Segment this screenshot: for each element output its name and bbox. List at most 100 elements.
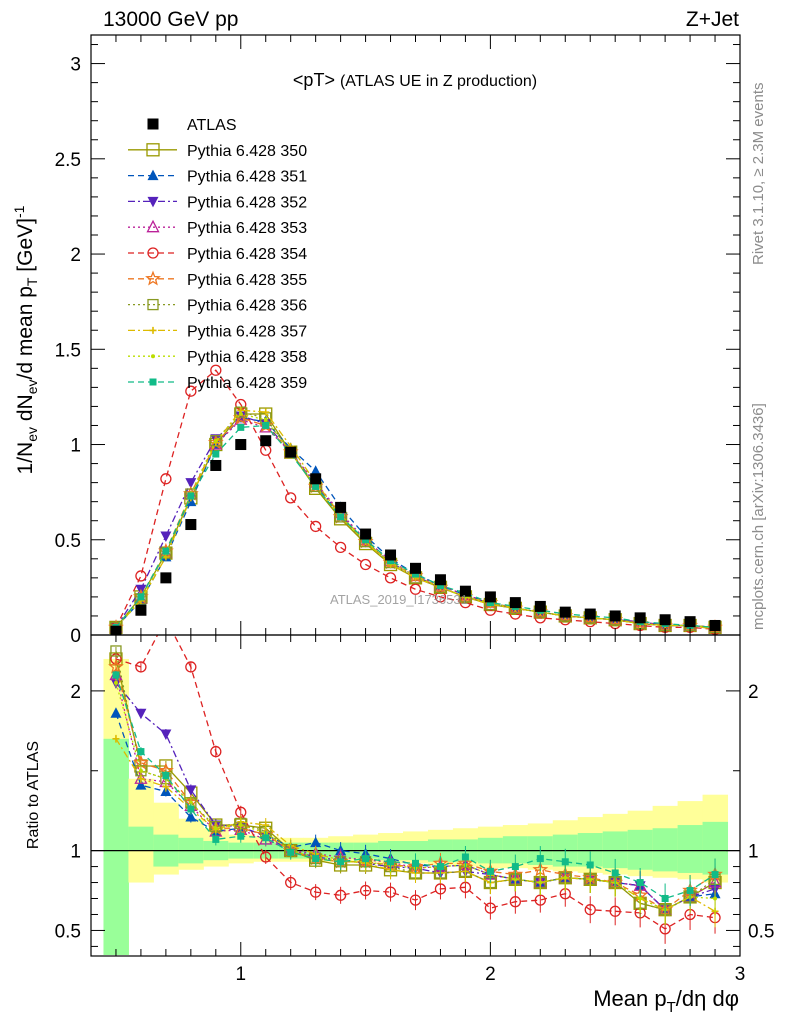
legend-marker <box>147 118 159 130</box>
ratio-point <box>262 834 270 842</box>
data-point <box>709 619 721 631</box>
data-point <box>235 439 247 451</box>
legend-marker <box>147 247 159 259</box>
legend-entry: ATLAS <box>147 117 237 134</box>
legend-entry: Pythia 6.428 353 <box>128 219 307 237</box>
data-point <box>634 612 646 624</box>
x-tick-label: 1 <box>235 964 246 985</box>
main-title-main: <pT> <box>293 70 335 90</box>
data-point <box>312 482 320 490</box>
ratio-point <box>563 875 568 880</box>
ratio-point <box>511 863 519 871</box>
data-point <box>584 608 596 620</box>
ratio-point <box>534 894 546 906</box>
ratio-point <box>561 858 569 866</box>
ratio-point <box>312 855 320 863</box>
data-point <box>262 421 270 429</box>
ratio-point <box>711 871 719 879</box>
ratio-point <box>135 708 147 720</box>
ratio-point <box>536 855 544 863</box>
data-point <box>459 585 471 597</box>
legend-label: Pythia 6.428 358 <box>187 349 307 366</box>
data-point <box>237 423 245 431</box>
y-tick-label: 2 <box>70 245 81 266</box>
ratio-ylabel: Ratio to ATLAS <box>25 741 42 849</box>
legend-entry: Pythia 6.428 352 <box>128 194 307 211</box>
y-tick-label: 1 <box>70 436 81 457</box>
data-point <box>659 614 671 626</box>
ratio-point <box>636 879 644 887</box>
ratio-point <box>185 661 197 673</box>
ratio-point <box>137 748 145 756</box>
data-point <box>310 465 322 476</box>
legend-label: Pythia 6.428 350 <box>187 143 307 160</box>
ratio-point <box>137 775 145 783</box>
legend: ATLAS Pythia 6.428 350 Pythia 6.428 351 Pyt… <box>128 117 307 392</box>
data-point <box>160 531 172 542</box>
data-point <box>609 610 621 622</box>
ratio-point <box>310 836 322 848</box>
ratio-point <box>638 896 643 901</box>
watermark: ATLAS_2019_I1736531 <box>330 592 468 607</box>
ratio-panel: 0.5 0.5 1 1 2 2 1 2 3 Ratio to ATLAS Mean pT/dη … <box>25 634 774 1016</box>
legend-label: Pythia 6.428 354 <box>187 246 307 263</box>
ratio-series-3 <box>110 678 721 925</box>
y-tick-label: 2.5 <box>55 150 81 171</box>
legend-label: Pythia 6.428 355 <box>187 272 307 289</box>
ratio-point <box>611 869 619 877</box>
data-point <box>160 473 172 485</box>
data-point <box>210 364 222 376</box>
x-tick-label: 2 <box>485 964 496 985</box>
legend-marker <box>146 219 160 233</box>
data-point <box>684 616 696 628</box>
series-line <box>115 369 716 630</box>
ratio-point <box>238 823 243 828</box>
y-tick-label: 1.5 <box>55 340 81 361</box>
legend-entry: Pythia 6.428 356 <box>128 298 307 315</box>
data-point <box>185 478 197 489</box>
legend-label: Pythia 6.428 351 <box>187 169 307 186</box>
ratio-xlabel: Mean pT/dη dφ <box>593 986 739 1016</box>
ratio-series-6 <box>108 658 723 925</box>
data-point <box>486 599 494 607</box>
ratio-point <box>160 729 172 741</box>
ratio-point <box>584 904 596 916</box>
data-point <box>359 558 372 571</box>
legend-marker <box>147 298 159 311</box>
band-inner <box>652 828 679 872</box>
legend-marker <box>145 270 161 286</box>
ratio-point <box>285 876 297 889</box>
ratio-point <box>110 707 122 718</box>
data-point <box>210 459 222 471</box>
legend-entry: Pythia 6.428 355 <box>128 270 307 289</box>
main-ylabel: 1/Nev dNev/d mean pT [GeV]-1 <box>11 205 40 474</box>
data-point <box>185 385 197 397</box>
legend-entry: Pythia 6.428 357 <box>128 323 307 340</box>
data-point <box>187 492 195 500</box>
ratio-point <box>135 779 147 790</box>
data-point <box>384 572 397 584</box>
main-title-sub: (ATLAS UE in Z production) <box>340 73 537 90</box>
ratio-point <box>362 855 370 863</box>
data-point <box>285 492 297 504</box>
side-label-rivet: Rivet 3.1.10, ≥ 2.3M events <box>750 83 767 266</box>
ratio-point <box>486 867 494 875</box>
legend-entry: Pythia 6.428 351 <box>128 169 307 186</box>
ratio-y-tick-label-right: 0.5 <box>748 921 774 942</box>
ratio-point <box>108 658 124 674</box>
data-point <box>387 557 395 565</box>
ratio-point <box>586 861 594 869</box>
ratio-point <box>260 851 272 863</box>
band-inner <box>627 829 654 870</box>
ratio-point <box>434 883 447 895</box>
ratio-point <box>538 880 543 885</box>
data-point <box>434 574 446 586</box>
ratio-point <box>113 680 118 685</box>
ratio-point <box>310 886 322 898</box>
ratio-point <box>337 858 345 866</box>
ratio-point <box>484 902 497 914</box>
data-point <box>213 438 218 443</box>
ratio-point <box>461 853 469 861</box>
x-tick-label: 3 <box>735 964 746 985</box>
